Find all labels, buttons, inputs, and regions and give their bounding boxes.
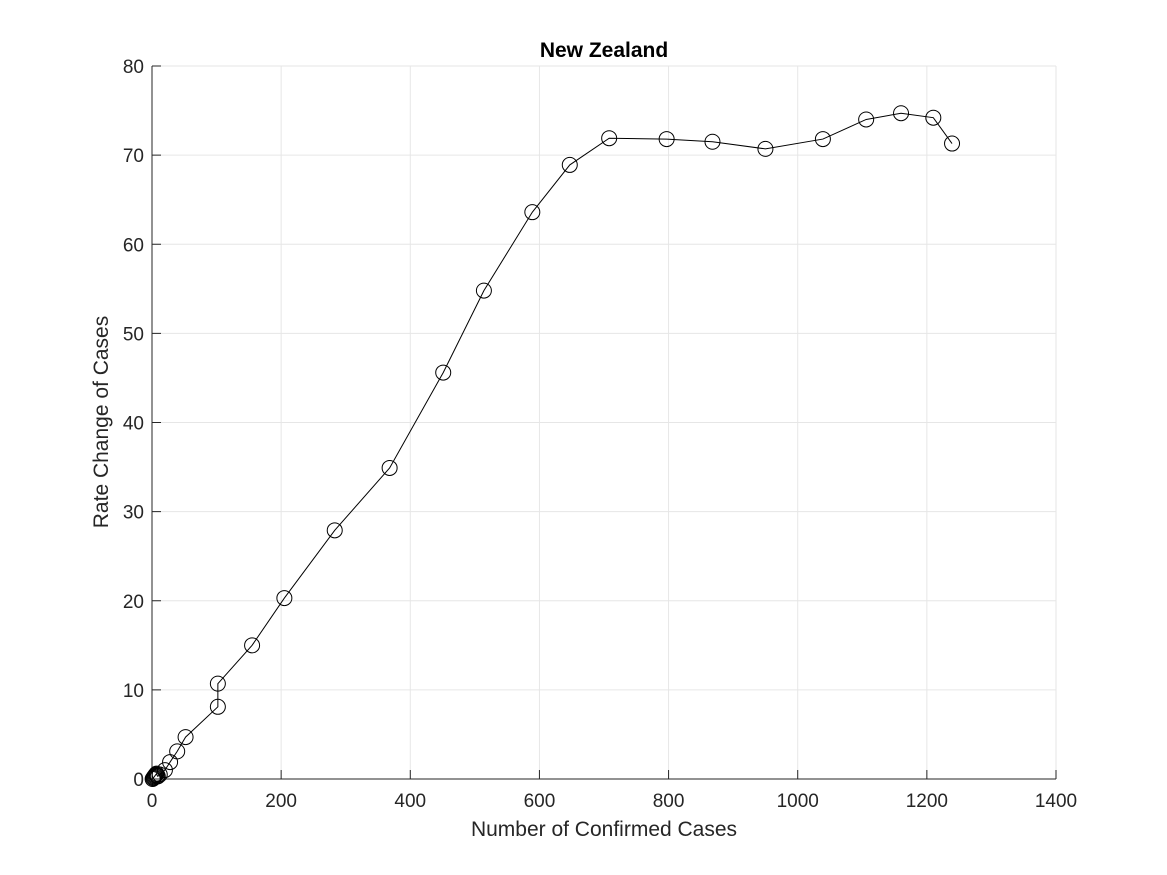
x-tick-label: 800	[653, 791, 685, 812]
data-point	[475, 282, 492, 299]
x-tick-label: 0	[147, 791, 158, 812]
x-tick-label: 1000	[777, 791, 819, 812]
data-point	[893, 105, 910, 122]
y-tick-label: 20	[123, 592, 144, 613]
data-point	[381, 459, 398, 476]
chart-title: New Zealand	[540, 39, 668, 62]
data-point	[209, 675, 226, 692]
data-point	[326, 522, 343, 539]
data-point	[814, 131, 831, 148]
data-point	[209, 698, 226, 715]
data-point	[147, 766, 164, 783]
data-point	[276, 590, 293, 607]
data-point	[244, 637, 261, 654]
y-tick-label: 30	[123, 503, 144, 524]
data-point	[757, 140, 774, 157]
data-point	[151, 766, 168, 783]
x-tick-label: 1200	[906, 791, 948, 812]
data-point	[177, 729, 194, 746]
y-axis-title: Rate Change of Cases	[90, 316, 113, 528]
data-point	[858, 111, 875, 128]
y-tick-label: 80	[123, 57, 144, 78]
x-axis-title: Number of Confirmed Cases	[471, 818, 737, 841]
data-point	[561, 156, 578, 173]
y-tick-label: 50	[123, 324, 144, 345]
series-line	[152, 112, 953, 780]
data-point	[704, 133, 721, 150]
data-point	[169, 743, 186, 760]
data-point	[524, 204, 541, 221]
y-tick-label: 40	[123, 414, 144, 435]
data-point	[601, 130, 618, 147]
series	[144, 105, 961, 787]
x-tick-label: 600	[524, 791, 556, 812]
y-tick-label: 60	[123, 235, 144, 256]
data-point	[435, 364, 452, 381]
data-point	[925, 109, 942, 126]
x-tick-label: 200	[265, 791, 297, 812]
y-tick-label: 70	[123, 146, 144, 167]
y-tick-label: 10	[123, 681, 144, 702]
x-tick-label: 400	[394, 791, 426, 812]
y-tick-label: 0	[133, 770, 144, 791]
data-point	[156, 762, 173, 779]
x-tick-label: 1400	[1035, 791, 1077, 812]
data-point	[658, 131, 675, 148]
data-point	[944, 135, 961, 152]
